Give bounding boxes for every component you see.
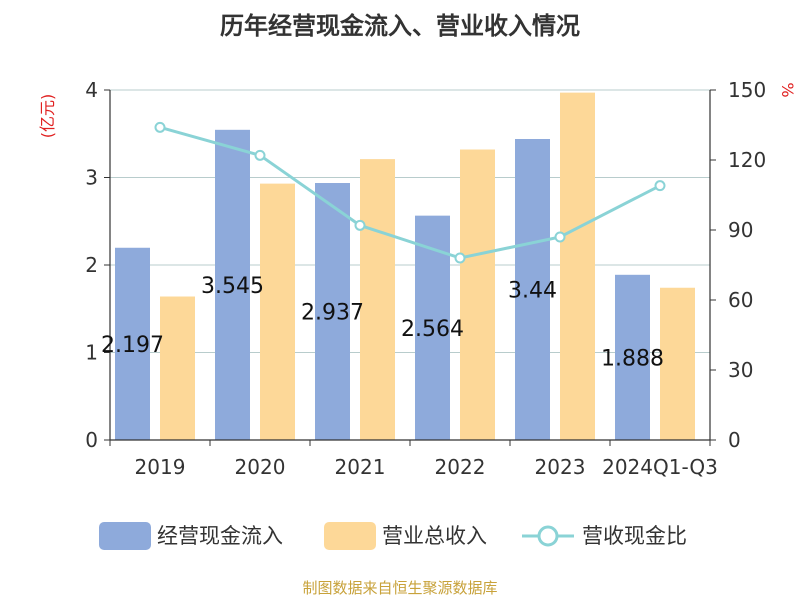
data-label-cash-inflow: 1.888: [601, 346, 664, 371]
legend-swatch-cash-inflow: [99, 522, 151, 550]
legend-label-cash-inflow: 经营现金流入: [157, 524, 283, 548]
data-label-cash-inflow: 3.545: [201, 274, 264, 299]
x-tick-label: 2022: [435, 455, 486, 479]
y-left-tick-label: 1: [85, 341, 98, 365]
y-left-unit: (亿元): [38, 94, 57, 139]
bar-cash-inflow: [615, 274, 650, 440]
x-tick-label: 2019: [135, 455, 186, 479]
data-label-cash-inflow: 3.44: [508, 279, 557, 304]
ratio-point: [354, 219, 366, 231]
y-right-tick-label: 120: [728, 148, 766, 172]
y-left-ticks: 0 1 2 3 4: [85, 78, 98, 452]
legend-swatch-revenue: [324, 522, 376, 550]
data-label-cash-inflow: 2.197: [101, 333, 164, 358]
bar-cash-inflow: [315, 183, 350, 440]
ratio-point: [454, 252, 466, 264]
y-left-tick-label: 2: [85, 253, 98, 277]
legend-label-ratio: 营收现金比: [582, 524, 687, 548]
x-tick-label: 2020: [235, 455, 286, 479]
y-right-ticks: 0 30 60 90 120 150: [728, 78, 766, 452]
data-labels: 2.197 3.545 2.937 2.564 3.44 1.888: [101, 274, 664, 371]
y-left-tick-label: 3: [85, 166, 98, 190]
ratio-line: [154, 121, 666, 264]
y-right-unit: %: [778, 82, 797, 97]
x-tick-label: 2023: [535, 455, 586, 479]
x-ticks: 2019 2020 2021 2022 2023 2024Q1-Q3: [135, 455, 718, 479]
data-label-cash-inflow: 2.564: [401, 317, 464, 342]
data-label-cash-inflow: 2.937: [301, 301, 364, 326]
legend-label-revenue: 营业总收入: [382, 524, 487, 548]
ratio-point: [654, 180, 666, 192]
bar-cash-inflow: [515, 139, 550, 440]
bar-revenue: [360, 159, 395, 440]
legend-item-ratio[interactable]: 营收现金比: [522, 524, 687, 548]
legend: 经营现金流入 营业总收入 营收现金比: [99, 522, 687, 550]
bar-revenue: [260, 183, 295, 440]
ratio-point: [554, 231, 566, 243]
bar-cash-inflow: [215, 129, 250, 440]
bar-revenue: [160, 296, 195, 440]
chart-title: 历年经营现金流入、营业收入情况: [220, 12, 580, 40]
legend-item-cash-inflow[interactable]: 经营现金流入: [99, 522, 283, 550]
grid-lines: [110, 89, 710, 353]
bar-revenue: [560, 92, 595, 440]
y-right-tick-label: 90: [728, 218, 753, 242]
y-left-tick-label: 0: [85, 428, 98, 452]
bar-cash-inflow: [115, 247, 150, 440]
source-note: 制图数据来自恒生聚源数据库: [302, 579, 497, 597]
y-right-tick-label: 0: [728, 428, 741, 452]
bar-revenue: [660, 287, 695, 440]
y-right-tick-label: 60: [728, 288, 753, 312]
bars: [115, 92, 695, 440]
x-tick-label: 2024Q1-Q3: [602, 455, 718, 479]
ratio-point: [154, 121, 166, 133]
y-right-tick-label: 30: [728, 358, 753, 382]
y-left-tick-label: 4: [85, 78, 98, 102]
legend-item-revenue[interactable]: 营业总收入: [324, 522, 487, 550]
ratio-line-path: [159, 125, 661, 260]
bar-revenue: [460, 149, 495, 440]
ratio-point: [254, 149, 266, 161]
y-right-tick-label: 150: [728, 78, 766, 102]
axes: [104, 89, 716, 446]
x-tick-label: 2021: [335, 455, 386, 479]
legend-swatch-ratio-marker: [537, 525, 559, 547]
